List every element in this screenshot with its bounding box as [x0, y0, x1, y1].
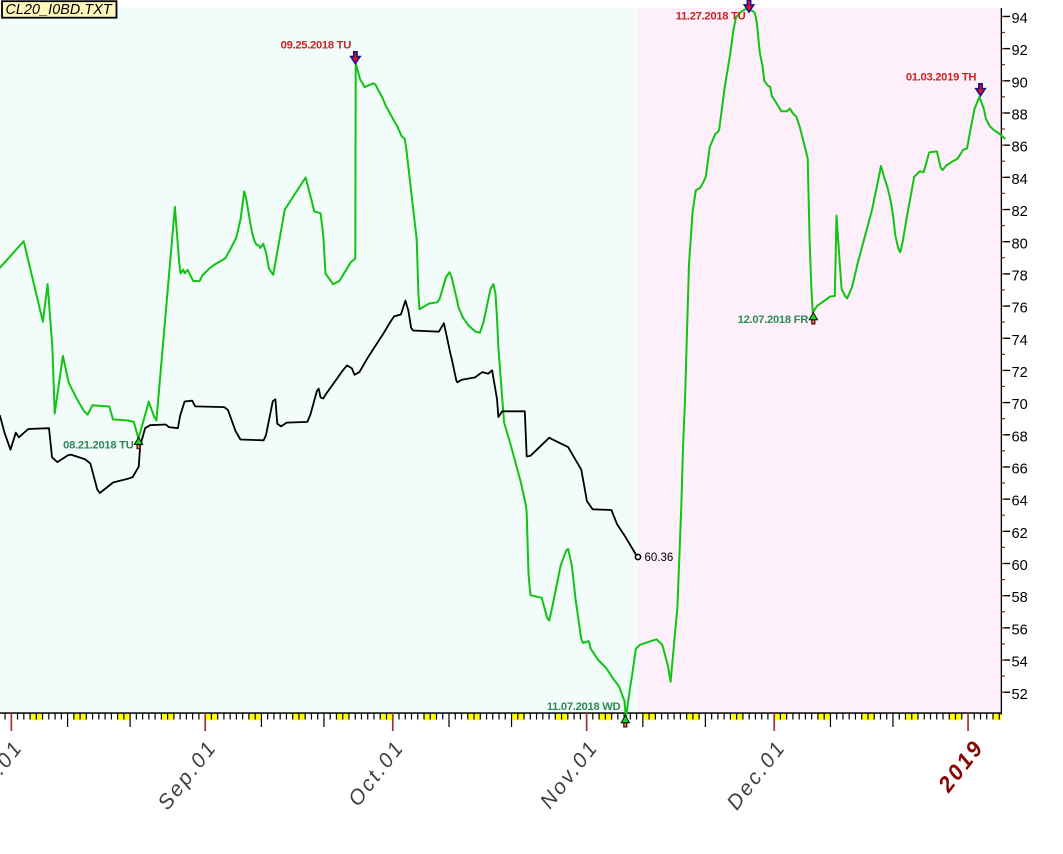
svg-text:66: 66: [1012, 462, 1028, 478]
svg-text:72: 72: [1012, 365, 1028, 381]
svg-text:09.25.2018 TU: 09.25.2018 TU: [281, 40, 352, 52]
svg-text:94: 94: [1012, 11, 1028, 27]
svg-text:56: 56: [1012, 622, 1028, 638]
svg-text:90: 90: [1012, 75, 1028, 91]
svg-text:54: 54: [1012, 655, 1028, 671]
svg-text:70: 70: [1012, 397, 1028, 413]
svg-text:01.03.2019 TH: 01.03.2019 TH: [906, 72, 977, 84]
svg-text:76: 76: [1012, 301, 1028, 317]
svg-text:64: 64: [1012, 494, 1028, 510]
svg-text:08.21.2018 TU: 08.21.2018 TU: [63, 440, 134, 452]
svg-text:92: 92: [1012, 43, 1028, 59]
svg-text:86: 86: [1012, 140, 1028, 156]
svg-text:CL20_I0BD.TXT: CL20_I0BD.TXT: [6, 2, 113, 18]
svg-text:11.07.2018 WD: 11.07.2018 WD: [547, 701, 621, 713]
svg-text:82: 82: [1012, 204, 1028, 220]
svg-text:52: 52: [1012, 687, 1028, 703]
svg-text:58: 58: [1012, 590, 1028, 606]
svg-text:60.36: 60.36: [645, 552, 674, 564]
svg-text:74: 74: [1012, 333, 1028, 349]
svg-text:84: 84: [1012, 172, 1028, 188]
svg-text:62: 62: [1012, 526, 1028, 542]
svg-text:88: 88: [1012, 108, 1028, 124]
svg-text:68: 68: [1012, 429, 1028, 445]
svg-text:12.07.2018 FR: 12.07.2018 FR: [738, 314, 809, 326]
svg-text:78: 78: [1012, 268, 1028, 284]
svg-text:60: 60: [1012, 558, 1028, 574]
svg-text:11.27.2018 TU: 11.27.2018 TU: [676, 11, 746, 23]
svg-text:80: 80: [1012, 236, 1028, 252]
